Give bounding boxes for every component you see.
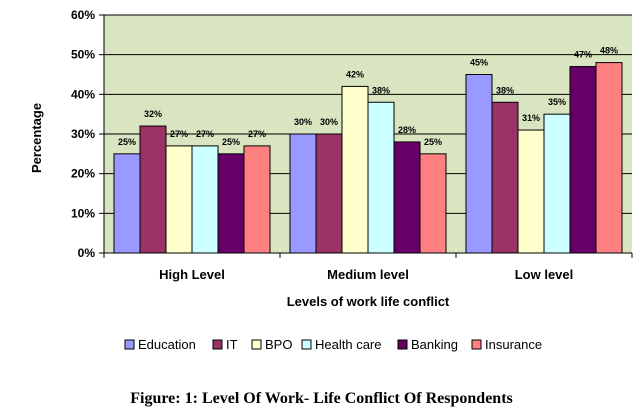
legend-swatch — [471, 339, 482, 350]
legend-label: Insurance — [485, 337, 542, 352]
bar — [217, 153, 245, 254]
bar — [517, 129, 545, 254]
bar — [367, 101, 395, 254]
data-label: 25% — [222, 137, 240, 147]
bar — [569, 66, 597, 254]
data-label: 28% — [398, 125, 416, 135]
x-category-label: Low level — [515, 267, 574, 282]
bar — [419, 153, 447, 254]
data-label: 30% — [294, 117, 312, 127]
data-label: 45% — [470, 58, 488, 68]
data-label: 25% — [118, 137, 136, 147]
data-label: 35% — [548, 97, 566, 107]
bar — [191, 145, 219, 254]
y-tick-label: 30% — [71, 127, 95, 141]
data-label: 48% — [600, 46, 618, 56]
legend-swatch — [212, 339, 223, 350]
data-label: 27% — [248, 129, 266, 139]
legend-label: Health care — [315, 337, 381, 352]
legend-label: IT — [226, 337, 238, 352]
bar — [543, 113, 571, 254]
bar — [341, 85, 369, 254]
bars — [113, 62, 623, 254]
x-axis-title: Levels of work life conflict — [287, 294, 450, 309]
data-label: 27% — [196, 129, 214, 139]
bar — [139, 125, 167, 254]
y-tick-label: 20% — [71, 167, 95, 181]
y-tick-label: 50% — [71, 48, 95, 62]
legend-swatch — [301, 339, 312, 350]
data-label: 31% — [522, 113, 540, 123]
figure-caption: Figure: 1: Level Of Work- Life Conflict … — [130, 390, 513, 407]
y-tick-label: 0% — [78, 246, 96, 260]
bar — [113, 153, 141, 254]
bar — [289, 133, 317, 254]
legend-label: Education — [138, 337, 196, 352]
legend-swatch — [124, 339, 135, 350]
y-tick-label: 60% — [71, 8, 95, 22]
data-label: 25% — [424, 137, 442, 147]
data-label: 30% — [320, 117, 338, 127]
bar — [595, 62, 623, 254]
bar — [393, 141, 421, 254]
data-labels: 25% 32% 27% 27% 25% 27% 30% 30% 42% 38% 28% 25% 45% 3… — [118, 46, 618, 147]
x-category-label: Medium level — [327, 267, 409, 282]
data-label: 38% — [496, 85, 514, 95]
bar — [491, 101, 519, 254]
bar — [165, 145, 193, 254]
y-tick-label: 10% — [71, 206, 95, 220]
legend-label: Banking — [411, 337, 458, 352]
axes: 0% 10% 20% 30% 40% 50% 60% High Level Medium lev… — [71, 8, 633, 282]
y-tick-label: 40% — [71, 87, 95, 101]
bar — [465, 74, 493, 254]
legend-swatch — [397, 339, 408, 350]
legend: Education IT BPO Health care Banking Insuranc… — [124, 337, 542, 352]
data-label: 47% — [574, 50, 592, 60]
data-label: 32% — [144, 109, 162, 119]
x-category-label: High Level — [159, 267, 225, 282]
legend-swatch — [251, 339, 262, 350]
legend-label: BPO — [265, 337, 292, 352]
data-label: 42% — [346, 69, 364, 79]
bar — [315, 133, 343, 254]
data-label: 38% — [372, 85, 390, 95]
bar — [243, 145, 271, 254]
data-label: 27% — [170, 129, 188, 139]
y-axis-title: Percentage — [29, 103, 44, 173]
